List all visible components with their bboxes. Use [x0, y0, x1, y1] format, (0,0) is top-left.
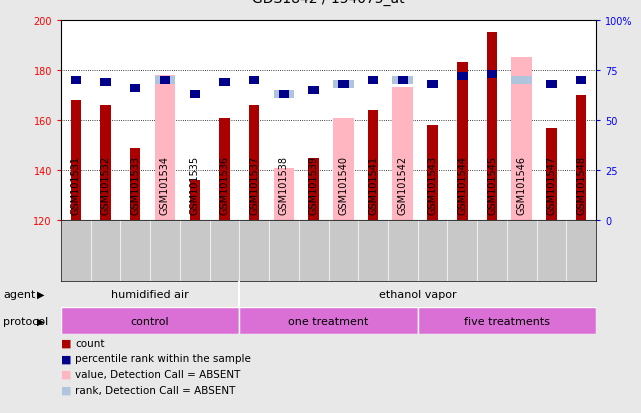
Text: percentile rank within the sample: percentile rank within the sample — [75, 354, 251, 363]
Bar — [338, 81, 349, 88]
Bar — [397, 77, 408, 85]
Bar — [333, 118, 354, 221]
Bar — [190, 181, 200, 221]
Text: ▶: ▶ — [37, 289, 45, 299]
Bar — [239, 308, 418, 335]
Bar — [154, 77, 176, 85]
Bar — [274, 91, 294, 99]
Text: value, Detection Call = ABSENT: value, Detection Call = ABSENT — [75, 369, 240, 379]
Bar — [308, 158, 319, 221]
Text: ■: ■ — [61, 354, 71, 363]
Bar — [392, 88, 413, 221]
Bar — [457, 73, 467, 81]
Bar — [100, 79, 111, 86]
Bar — [512, 58, 532, 221]
Bar — [512, 77, 532, 85]
Text: ▶: ▶ — [37, 316, 45, 326]
Bar — [487, 71, 497, 78]
Bar — [274, 169, 294, 221]
Bar — [428, 81, 438, 88]
Text: ■: ■ — [61, 385, 71, 395]
Bar — [392, 77, 413, 85]
Bar — [368, 77, 378, 85]
Text: rank, Detection Call = ABSENT: rank, Detection Call = ABSENT — [75, 385, 235, 395]
Bar — [130, 148, 140, 221]
Bar — [219, 118, 229, 221]
Bar — [546, 81, 557, 88]
Text: ■: ■ — [61, 369, 71, 379]
Bar — [71, 77, 81, 85]
Bar — [249, 106, 260, 221]
Bar — [308, 87, 319, 95]
Bar — [487, 33, 497, 221]
Bar — [61, 308, 239, 335]
Bar — [576, 96, 587, 221]
Bar — [576, 77, 587, 85]
Text: GDS1842 / 154075_at: GDS1842 / 154075_at — [252, 0, 405, 6]
Bar — [279, 91, 289, 99]
Bar — [428, 126, 438, 221]
Text: ethanol vapor: ethanol vapor — [379, 289, 456, 299]
Text: control: control — [131, 316, 169, 326]
Bar — [160, 77, 170, 85]
Bar — [457, 63, 467, 221]
Bar — [368, 111, 378, 221]
Text: protocol: protocol — [3, 316, 49, 326]
Bar — [219, 79, 229, 86]
Bar — [333, 81, 354, 88]
Text: ■: ■ — [61, 338, 71, 348]
Bar — [154, 76, 176, 221]
Bar — [100, 106, 111, 221]
Text: five treatments: five treatments — [464, 316, 550, 326]
Bar — [249, 77, 260, 85]
Text: one treatment: one treatment — [288, 316, 369, 326]
Bar — [546, 128, 557, 221]
Bar — [190, 91, 200, 99]
Text: count: count — [75, 338, 104, 348]
Bar — [71, 101, 81, 221]
Bar — [130, 85, 140, 93]
Text: agent: agent — [3, 289, 36, 299]
Bar — [418, 308, 596, 335]
Text: humidified air: humidified air — [112, 289, 189, 299]
